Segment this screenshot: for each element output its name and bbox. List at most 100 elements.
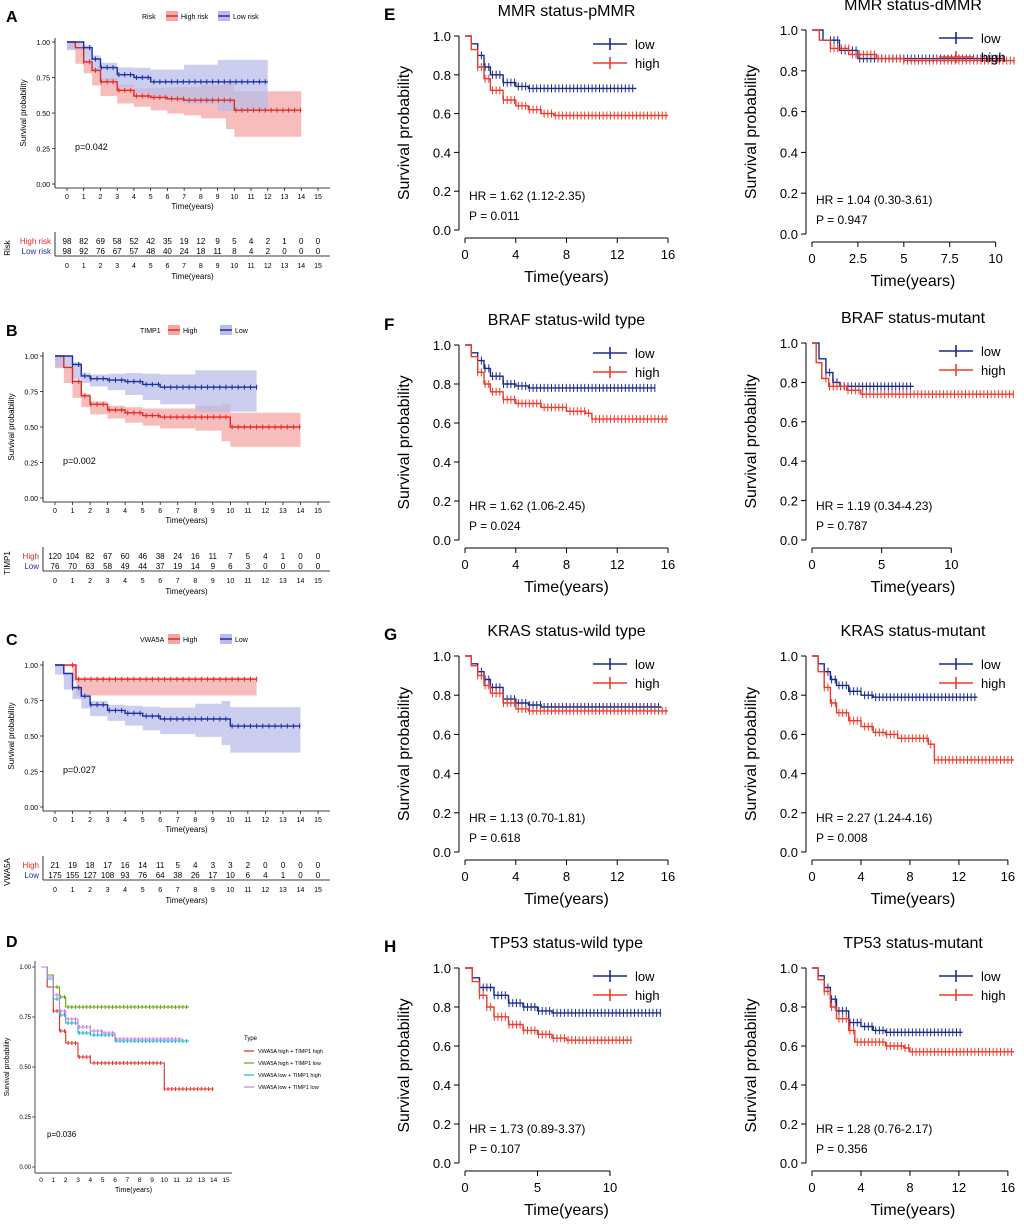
risk-count: 5 [246,552,251,561]
risk-count: 24 [180,247,189,256]
y-tick-label: 0.4 [780,145,798,160]
x-tick-label: 5 [149,194,153,201]
y-tick-label: 0.00 [24,805,38,812]
p-value: P = 0.024 [469,519,521,533]
x-tick-label: 4 [512,869,519,884]
x-tick-label: 4 [123,817,127,824]
legend-label: VWA5A low + TIMP1 high [258,1073,321,1079]
risk-count: 98 [63,247,72,256]
panel-A: A Risk High risk Low risk0.000.250.500.751.… [3,9,330,281]
p-value: P = 0.008 [816,831,868,845]
y-tick-label: 1.0 [433,649,451,664]
y-axis-label: Survival probability [396,998,413,1132]
risk-x-tick-label: 2 [99,263,103,270]
panel-letter: D [6,934,18,951]
risk-count: 67 [113,247,122,256]
y-tick-label: 0.25 [19,1115,31,1121]
x-tick-label: 3 [76,1177,80,1184]
risk-count: 18 [86,861,95,870]
risk-count: 16 [121,861,130,870]
survival-curve-low [812,342,914,387]
risk-count: 0 [298,552,303,561]
x-tick-label: 8 [563,869,570,884]
legend-label: high [635,988,660,1003]
risk-count: 6 [228,562,233,571]
confidence-band [55,665,257,696]
risk-count: 69 [96,237,105,246]
y-axis-label: Survival probability [7,393,16,460]
legend: low high [593,969,660,1003]
risk-count: 58 [113,237,122,246]
hazard-ratio: HR = 1.73 (0.89-3.37) [469,1122,585,1136]
p-value: p=0.002 [63,456,96,466]
risk-x-tick-label: 15 [314,578,322,585]
x-tick-label: 8 [138,1177,142,1184]
y-tick-label: 1.0 [780,961,798,976]
risk-x-label: Time(years) [165,896,208,905]
y-tick-label: 0.25 [24,770,38,777]
survival-curve-high [465,967,632,1041]
legend-label: high [981,676,1006,691]
risk-x-tick-label: 9 [211,887,215,894]
hazard-ratio: HR = 1.62 (1.12-2.35) [469,189,585,203]
risk-x-tick-label: 5 [149,263,153,270]
x-axis-label: Time(years) [871,1202,956,1219]
x-tick-label: 3 [106,508,110,515]
y-tick-label: 0.00 [24,496,38,503]
risk-count: 19 [68,861,77,870]
legend-label: High risk [181,14,209,21]
y-tick-label: 0.75 [24,390,38,397]
y-tick-label: 0.0 [780,1156,798,1171]
y-tick-label: 0.4 [433,145,451,160]
risk-count: 21 [51,861,60,870]
x-tick-label: 10 [226,817,234,824]
risk-count: 92 [79,247,88,256]
legend-label: VWA5A high + TIMP1 high [258,1049,323,1055]
x-tick-label: 12 [952,869,966,884]
risk-count: 18 [196,247,205,256]
x-tick-label: 4 [512,247,519,262]
x-tick-label: 9 [216,194,220,201]
x-tick-label: 12 [610,557,624,572]
panel-E1: E MMR status-pMMR 0.0 0.2 0.4 0.6 0.8 1.0 0 4 8 12 1… [384,3,675,286]
risk-x-tick-label: 8 [193,887,197,894]
survival-curve-low [465,655,662,708]
y-tick-label: 1.00 [19,965,31,971]
risk-count: 0 [316,552,321,561]
y-tick-label: 0.4 [433,455,451,470]
x-tick-label: 12 [610,247,624,262]
y-axis-label: Survival probability [396,66,413,200]
hazard-ratio: HR = 1.28 (0.76-2.17) [816,1122,932,1136]
x-tick-label: 14 [210,1177,218,1184]
survival-curve-low [812,655,978,698]
risk-x-tick-label: 10 [230,263,238,270]
risk-x-tick-label: 3 [106,578,110,585]
survival-curve-high [55,355,301,428]
risk-count: 0 [282,247,287,256]
legend-title: Risk [142,14,156,21]
survival-curve-low [812,967,963,1033]
risk-count: 17 [103,861,112,870]
y-tick-label: 0.8 [433,688,451,703]
legend-label: Low [235,328,249,335]
x-tick-label: 6 [113,1177,117,1184]
risk-row-label: Low [24,562,39,571]
risk-x-tick-label: 8 [193,578,197,585]
y-tick-label: 0.4 [433,767,451,782]
risk-count: 11 [213,247,222,256]
p-value: p=0.042 [75,142,108,152]
survival-curve [41,966,189,1008]
y-tick-label: 0.2 [433,806,451,821]
x-tick-label: 3 [106,817,110,824]
panel-F1: F BRAF status-wild type 0.0 0.2 0.4 0.6 0.8 1.0… [384,312,675,596]
y-tick-label: 0.6 [433,416,451,431]
x-tick-label: 15 [314,194,322,201]
risk-x-tick-label: 15 [314,263,322,270]
risk-x-tick-label: 3 [106,887,110,894]
x-tick-label: 5 [534,1180,541,1195]
y-tick-label: 0.8 [433,68,451,83]
y-tick-label: 0.0 [433,1156,451,1171]
x-tick-label: 0 [461,247,468,262]
x-tick-label: 8 [193,508,197,515]
